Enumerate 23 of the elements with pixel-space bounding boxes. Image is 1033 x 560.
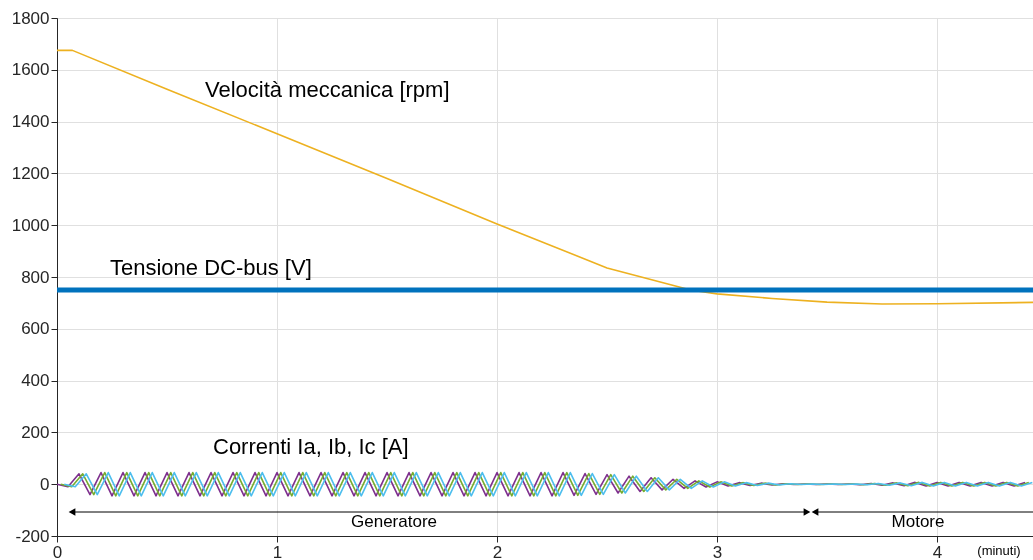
y-tick-label: 400 — [21, 371, 50, 391]
x-tick-label: 1 — [272, 542, 283, 560]
x-tick-label: 0 — [52, 542, 63, 560]
x-tick-label: 4 — [932, 542, 943, 560]
y-tick-label: 0 — [40, 474, 50, 494]
line-series — [56, 49, 1033, 305]
annotation: Generatore — [351, 512, 437, 531]
y-tick-label: 1200 — [11, 163, 50, 183]
y-tick-label: 1400 — [11, 112, 50, 132]
annotation: Motore — [891, 512, 945, 531]
series-label: Velocità meccanica [rpm] — [205, 77, 450, 102]
series-label: Tensione DC-bus [V] — [110, 255, 312, 280]
annotation: Correnti Ia, Ib, Ic [A] — [213, 434, 409, 459]
x-tick-label: 2 — [492, 542, 503, 560]
y-tick-label: -200 — [15, 526, 50, 546]
x-axis-title: (minuti) — [977, 543, 1021, 558]
y-tick-label: 800 — [21, 267, 50, 287]
y-tick-label: 1800 — [11, 8, 50, 28]
x-tick-label: 3 — [712, 542, 723, 560]
y-tick-label: 200 — [21, 422, 50, 442]
y-tick-label: 1600 — [11, 60, 50, 80]
y-tick-label: 1000 — [11, 215, 50, 235]
y-tick-label: 600 — [21, 319, 50, 339]
